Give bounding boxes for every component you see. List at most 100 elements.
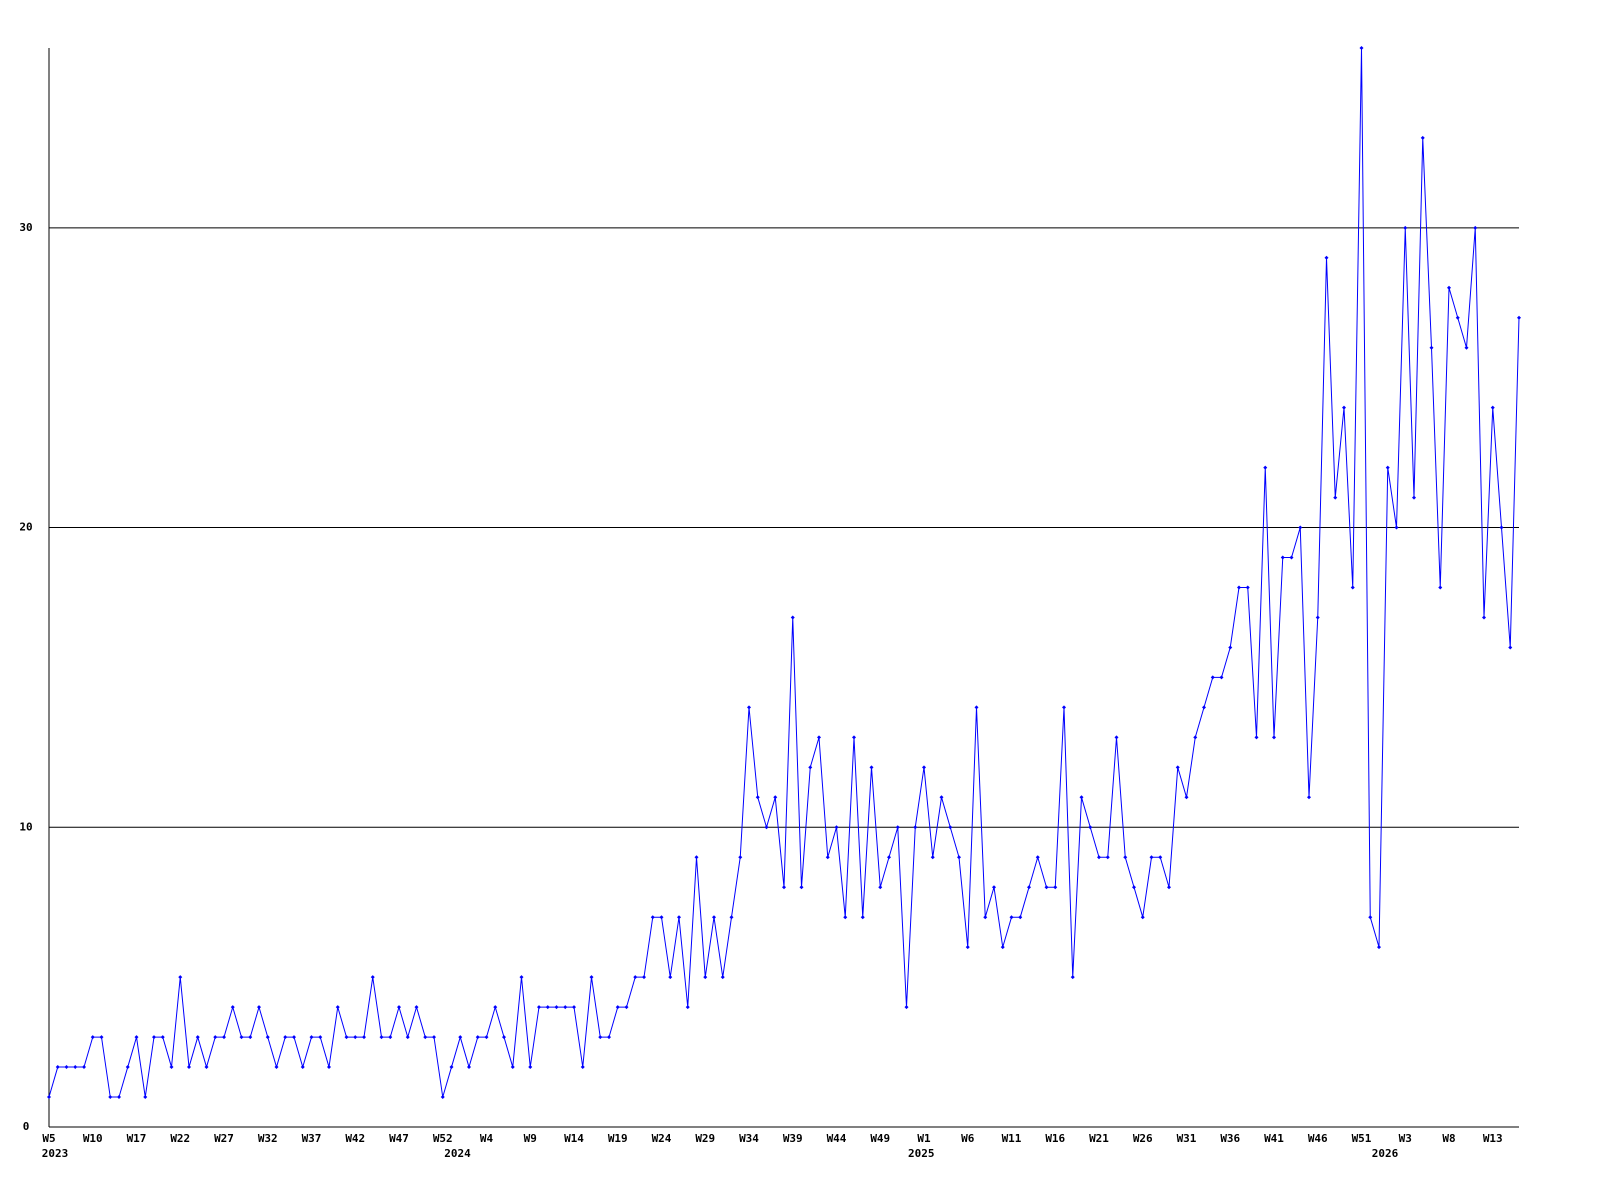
data-point bbox=[1193, 735, 1198, 740]
data-point bbox=[414, 1005, 419, 1010]
x-tick-label: W6 bbox=[961, 1132, 975, 1145]
data-point bbox=[1447, 285, 1451, 290]
data-point bbox=[624, 1005, 629, 1010]
data-point bbox=[825, 855, 830, 860]
data-point bbox=[475, 1035, 480, 1040]
data-point bbox=[423, 1035, 428, 1040]
data-point bbox=[362, 1035, 366, 1040]
x-tick-label: W52 bbox=[433, 1132, 453, 1145]
data-point bbox=[1132, 885, 1136, 890]
y-tick-label: 10 bbox=[19, 820, 32, 833]
data-point bbox=[1245, 585, 1250, 590]
data-point bbox=[1333, 495, 1338, 500]
data-point bbox=[47, 1095, 51, 1100]
data-point bbox=[1403, 225, 1408, 230]
data-point bbox=[484, 1035, 489, 1040]
x-tick-label: W9 bbox=[524, 1132, 537, 1145]
data-point bbox=[983, 915, 988, 920]
data-point bbox=[397, 1005, 401, 1010]
data-point bbox=[685, 1005, 690, 1010]
data-point bbox=[1114, 735, 1119, 740]
x-tick-label: W21 bbox=[1089, 1132, 1109, 1145]
data-point bbox=[108, 1095, 113, 1100]
x-tick-label: W19 bbox=[608, 1132, 628, 1145]
x-tick-label: W8 bbox=[1442, 1132, 1455, 1145]
data-point bbox=[1018, 915, 1023, 920]
data-point bbox=[213, 1035, 218, 1040]
data-point bbox=[1140, 915, 1145, 920]
data-point bbox=[1385, 465, 1390, 470]
data-point bbox=[1272, 735, 1276, 740]
data-point bbox=[930, 855, 935, 860]
data-point bbox=[694, 855, 699, 860]
data-point bbox=[344, 1035, 349, 1040]
data-point bbox=[309, 1035, 314, 1040]
data-point bbox=[440, 1095, 445, 1100]
data-point bbox=[554, 1005, 559, 1010]
data-point bbox=[545, 1005, 550, 1010]
data-point bbox=[1000, 945, 1005, 950]
data-point bbox=[318, 1035, 323, 1040]
data-point bbox=[1044, 885, 1049, 890]
data-point bbox=[668, 975, 673, 980]
data-point bbox=[817, 735, 821, 740]
data-point bbox=[563, 1005, 568, 1010]
data-point bbox=[589, 975, 594, 980]
data-point bbox=[1394, 525, 1399, 530]
data-point bbox=[502, 1035, 506, 1040]
x-tick-label: W24 bbox=[652, 1132, 672, 1145]
data-point bbox=[607, 1035, 611, 1040]
data-point bbox=[405, 1035, 410, 1040]
data-point bbox=[1123, 855, 1128, 860]
data-point bbox=[834, 825, 839, 830]
data-point bbox=[1027, 885, 1031, 890]
data-point bbox=[1307, 795, 1311, 800]
x-tick-label: W3 bbox=[1399, 1132, 1412, 1145]
data-point bbox=[493, 1005, 498, 1010]
data-point bbox=[615, 1005, 620, 1010]
data-point bbox=[510, 1065, 515, 1070]
x-tick-label: W29 bbox=[695, 1132, 715, 1145]
x-tick-label: W44 bbox=[827, 1132, 847, 1145]
x-tick-label: W47 bbox=[389, 1132, 409, 1145]
data-point bbox=[659, 915, 664, 920]
data-point bbox=[799, 885, 804, 890]
data-point bbox=[1035, 855, 1040, 860]
x-tick-label: W1 bbox=[917, 1132, 931, 1145]
data-point bbox=[353, 1035, 358, 1040]
data-point bbox=[729, 915, 734, 920]
data-point bbox=[1202, 705, 1206, 710]
data-point bbox=[449, 1065, 454, 1070]
data-point bbox=[1280, 555, 1285, 560]
data-point bbox=[703, 975, 708, 980]
data-point bbox=[204, 1065, 209, 1070]
data-point bbox=[747, 705, 751, 710]
data-point bbox=[642, 975, 646, 980]
data-point bbox=[90, 1035, 95, 1040]
x-tick-label: W31 bbox=[1177, 1132, 1197, 1145]
data-point bbox=[388, 1035, 393, 1040]
data-point bbox=[1420, 135, 1425, 140]
data-point bbox=[152, 1035, 156, 1040]
data-point bbox=[1429, 345, 1434, 350]
data-point bbox=[860, 915, 865, 920]
data-point bbox=[965, 945, 970, 950]
data-point bbox=[335, 1005, 340, 1010]
data-point bbox=[1377, 945, 1381, 950]
data-point bbox=[1289, 555, 1294, 560]
data-point bbox=[1009, 915, 1014, 920]
data-point bbox=[922, 765, 926, 770]
data-point bbox=[1228, 645, 1233, 650]
data-point bbox=[467, 1065, 471, 1070]
data-point bbox=[1350, 585, 1355, 590]
y-tick-label: 30 bbox=[19, 221, 32, 234]
data-point bbox=[764, 825, 769, 830]
data-point bbox=[1184, 795, 1189, 800]
data-point bbox=[1062, 705, 1066, 710]
data-point bbox=[432, 1035, 436, 1040]
data-point bbox=[1368, 915, 1373, 920]
data-point bbox=[292, 1035, 296, 1040]
data-point bbox=[1473, 225, 1478, 230]
data-point bbox=[1105, 855, 1110, 860]
